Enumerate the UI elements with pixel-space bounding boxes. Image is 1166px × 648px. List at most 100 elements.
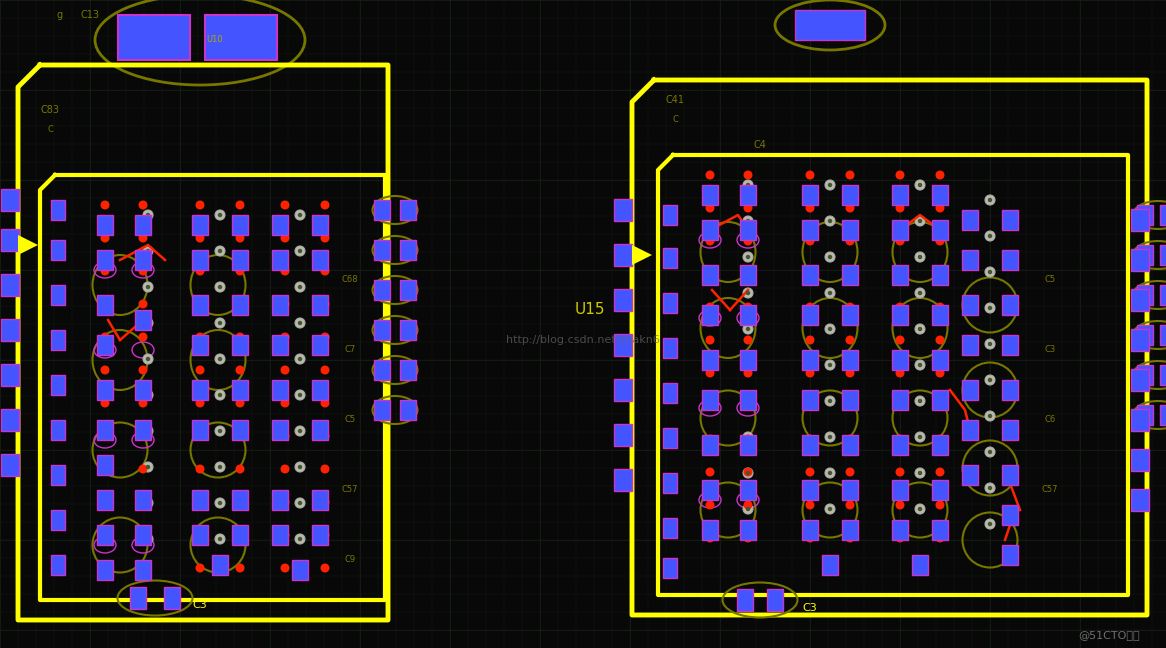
Bar xyxy=(663,473,677,493)
Circle shape xyxy=(236,266,245,275)
Circle shape xyxy=(895,203,905,213)
Circle shape xyxy=(100,365,110,375)
Bar xyxy=(312,250,328,270)
Circle shape xyxy=(146,357,150,361)
Circle shape xyxy=(297,249,302,253)
Bar xyxy=(842,350,858,370)
Circle shape xyxy=(746,183,750,187)
Text: C9: C9 xyxy=(344,555,356,564)
Circle shape xyxy=(139,299,148,308)
Bar xyxy=(51,240,65,260)
Bar xyxy=(51,375,65,395)
Circle shape xyxy=(845,533,855,542)
Bar xyxy=(1002,465,1018,485)
Bar xyxy=(97,455,113,475)
Circle shape xyxy=(935,170,944,179)
Circle shape xyxy=(746,507,750,511)
Bar xyxy=(272,420,288,440)
Text: C57: C57 xyxy=(1041,485,1059,494)
Circle shape xyxy=(215,534,225,544)
Bar xyxy=(400,280,416,300)
Bar xyxy=(614,289,632,311)
Circle shape xyxy=(985,375,995,385)
Bar xyxy=(932,185,948,205)
Bar xyxy=(663,558,677,578)
Circle shape xyxy=(196,299,204,308)
Bar xyxy=(1160,205,1166,225)
Bar xyxy=(400,200,416,220)
Bar xyxy=(192,215,208,235)
Bar xyxy=(97,560,113,580)
Circle shape xyxy=(281,465,289,474)
Circle shape xyxy=(196,531,204,540)
Bar xyxy=(822,555,838,575)
Circle shape xyxy=(746,291,750,295)
Circle shape xyxy=(743,252,753,262)
Circle shape xyxy=(918,507,922,511)
Circle shape xyxy=(295,498,305,508)
Circle shape xyxy=(806,336,815,345)
Bar xyxy=(205,15,278,60)
Bar xyxy=(1131,489,1149,511)
Circle shape xyxy=(828,363,833,367)
Circle shape xyxy=(988,341,992,346)
Circle shape xyxy=(985,195,995,205)
Bar xyxy=(374,200,389,220)
Circle shape xyxy=(918,399,922,403)
Bar xyxy=(932,480,948,500)
Circle shape xyxy=(935,435,944,443)
Circle shape xyxy=(744,402,752,410)
Bar xyxy=(842,265,858,285)
Polygon shape xyxy=(632,245,652,265)
Circle shape xyxy=(806,170,815,179)
Circle shape xyxy=(215,282,225,292)
Circle shape xyxy=(218,321,223,325)
Circle shape xyxy=(744,500,752,509)
Circle shape xyxy=(744,303,752,312)
Bar xyxy=(802,305,819,325)
Bar xyxy=(312,335,328,355)
Bar xyxy=(192,490,208,510)
Bar xyxy=(192,380,208,400)
Circle shape xyxy=(806,270,815,279)
Circle shape xyxy=(935,533,944,542)
Bar xyxy=(842,480,858,500)
Circle shape xyxy=(143,426,153,436)
Circle shape xyxy=(215,318,225,328)
Bar xyxy=(932,520,948,540)
Circle shape xyxy=(895,369,905,378)
Circle shape xyxy=(139,266,148,275)
Circle shape xyxy=(196,365,204,375)
Circle shape xyxy=(915,216,925,226)
Circle shape xyxy=(744,270,752,279)
Circle shape xyxy=(895,237,905,246)
Bar xyxy=(135,560,152,580)
Text: C57: C57 xyxy=(342,485,358,494)
Circle shape xyxy=(988,522,992,526)
Bar xyxy=(614,244,632,266)
Bar xyxy=(702,520,718,540)
Bar xyxy=(1002,545,1018,565)
Circle shape xyxy=(895,533,905,542)
Circle shape xyxy=(988,378,992,382)
Circle shape xyxy=(139,233,148,242)
Circle shape xyxy=(196,233,204,242)
Circle shape xyxy=(826,468,835,478)
Circle shape xyxy=(746,363,750,367)
Circle shape xyxy=(705,435,715,443)
Bar xyxy=(1,229,19,251)
Bar xyxy=(892,480,908,500)
Circle shape xyxy=(218,429,223,434)
Bar xyxy=(842,520,858,540)
Circle shape xyxy=(743,504,753,514)
Bar xyxy=(1131,409,1149,431)
Bar xyxy=(1131,249,1149,271)
Circle shape xyxy=(146,321,150,325)
Circle shape xyxy=(988,486,992,491)
Circle shape xyxy=(806,303,815,312)
Bar xyxy=(1137,285,1153,305)
Bar xyxy=(1002,335,1018,355)
Bar xyxy=(740,350,756,370)
Circle shape xyxy=(321,465,330,474)
Bar xyxy=(1,189,19,211)
